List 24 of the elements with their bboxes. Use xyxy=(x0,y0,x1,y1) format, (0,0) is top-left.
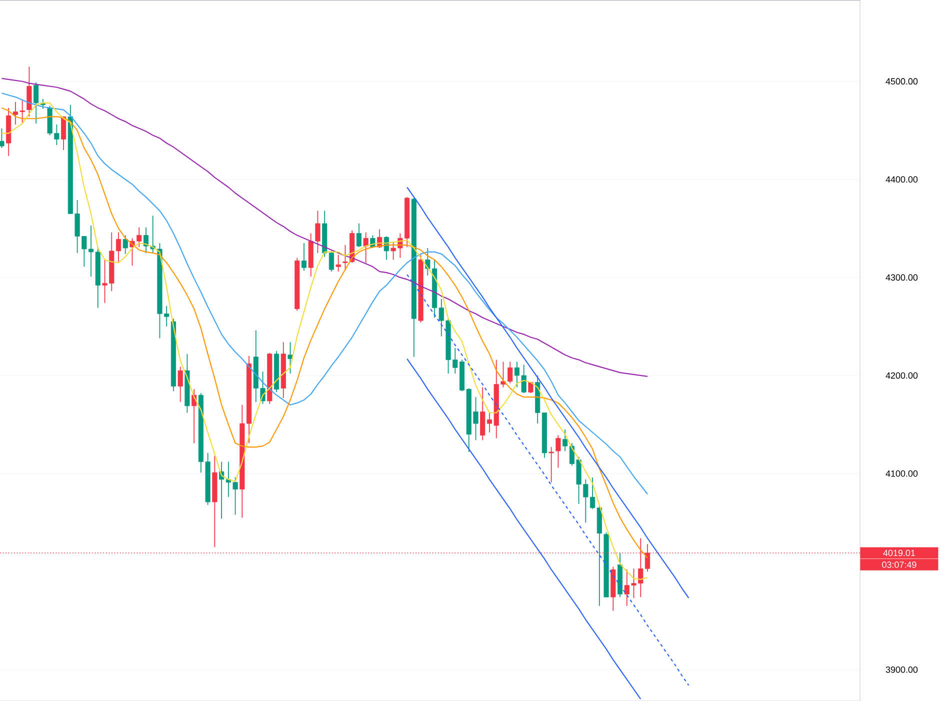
candlestick xyxy=(26,66,32,118)
candlestick xyxy=(548,446,554,483)
candlestick xyxy=(0,128,4,148)
y-tick-label: 4100.00 xyxy=(886,470,918,477)
text: 03:07:49 xyxy=(882,562,916,568)
candlestick xyxy=(178,366,183,402)
candlestick xyxy=(34,82,39,124)
candlestick xyxy=(336,254,341,272)
candlestick xyxy=(342,244,348,272)
candlestick xyxy=(288,342,293,374)
y-tick-label: 3900.00 xyxy=(886,666,918,673)
candlestick xyxy=(356,223,362,248)
y-tick-label: 4500.00 xyxy=(886,78,918,85)
candlestick xyxy=(363,232,368,264)
y-tick-label: 4400.00 xyxy=(886,176,918,183)
candlestick xyxy=(562,428,568,452)
candlestick xyxy=(301,242,307,272)
y-tick-label: 4200.00 xyxy=(886,372,918,379)
candlestick xyxy=(143,227,149,254)
candlestick xyxy=(122,234,128,254)
y-tick-label: 4300.00 xyxy=(886,274,918,281)
ref-line-label: 4019.01 xyxy=(883,550,915,556)
candlestick xyxy=(556,434,561,468)
candlestick xyxy=(61,116,66,150)
